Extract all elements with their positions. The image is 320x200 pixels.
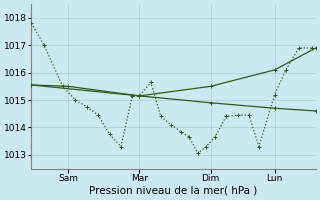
- X-axis label: Pression niveau de la mer( hPa ): Pression niveau de la mer( hPa ): [90, 186, 258, 196]
